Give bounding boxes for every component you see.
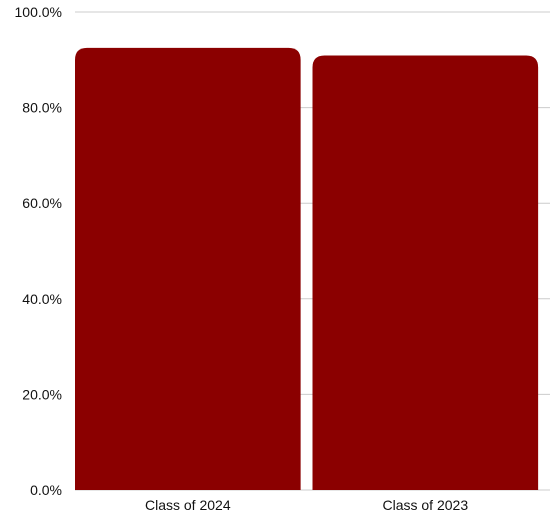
y-tick-label: 40.0%	[22, 291, 62, 307]
bar-class-of-2024[interactable]	[75, 47, 301, 490]
y-axis-tick-labels: 0.0% 20.0% 40.0% 60.0% 80.0% 100.0%	[15, 4, 62, 498]
x-tick-label: Class of 2024	[145, 497, 231, 513]
x-tick-label: Class of 2023	[383, 497, 469, 513]
y-tick-label: 20.0%	[22, 386, 62, 402]
bars	[75, 47, 539, 491]
y-tick-label: 60.0%	[22, 195, 62, 211]
x-axis-tick-labels: Class of 2024 Class of 2023	[145, 497, 468, 513]
y-tick-label: 100.0%	[15, 4, 62, 20]
bar-class-of-2023[interactable]	[312, 55, 539, 491]
y-tick-label: 0.0%	[30, 482, 62, 498]
y-tick-label: 80.0%	[22, 100, 62, 116]
